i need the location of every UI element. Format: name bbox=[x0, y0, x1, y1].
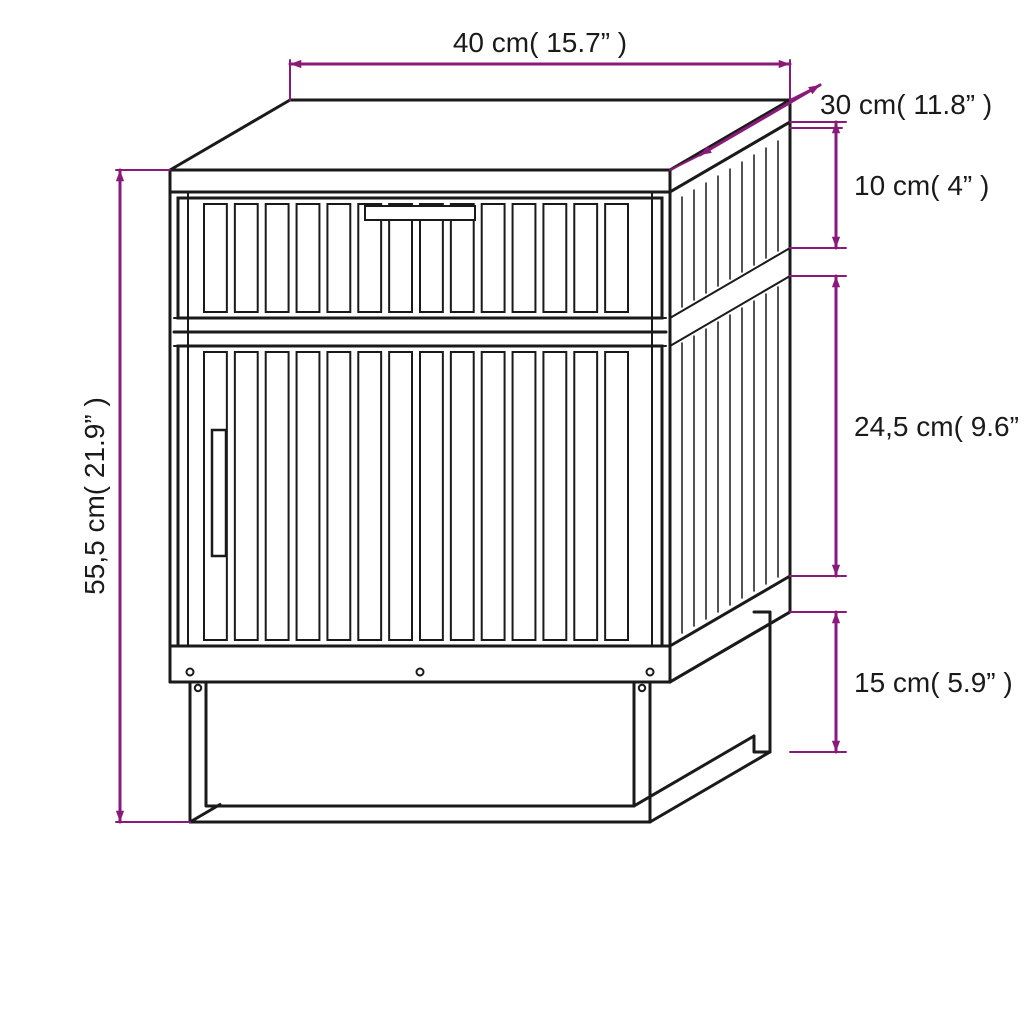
dim-drawer: 10 cm( 4” ) bbox=[854, 170, 989, 201]
dim-legs: 15 cm( 5.9” ) bbox=[854, 667, 1013, 698]
dim-door: 24,5 cm( 9.6” ) bbox=[854, 411, 1024, 442]
dim-width: 40 cm( 15.7” ) bbox=[453, 27, 627, 58]
dim-height: 55,5 cm( 21.9” ) bbox=[79, 397, 110, 595]
drawer-pull bbox=[365, 206, 475, 220]
door-handle bbox=[212, 430, 226, 556]
cabinet-drawing bbox=[170, 100, 790, 822]
dim-depth: 30 cm( 11.8” ) bbox=[820, 89, 992, 120]
